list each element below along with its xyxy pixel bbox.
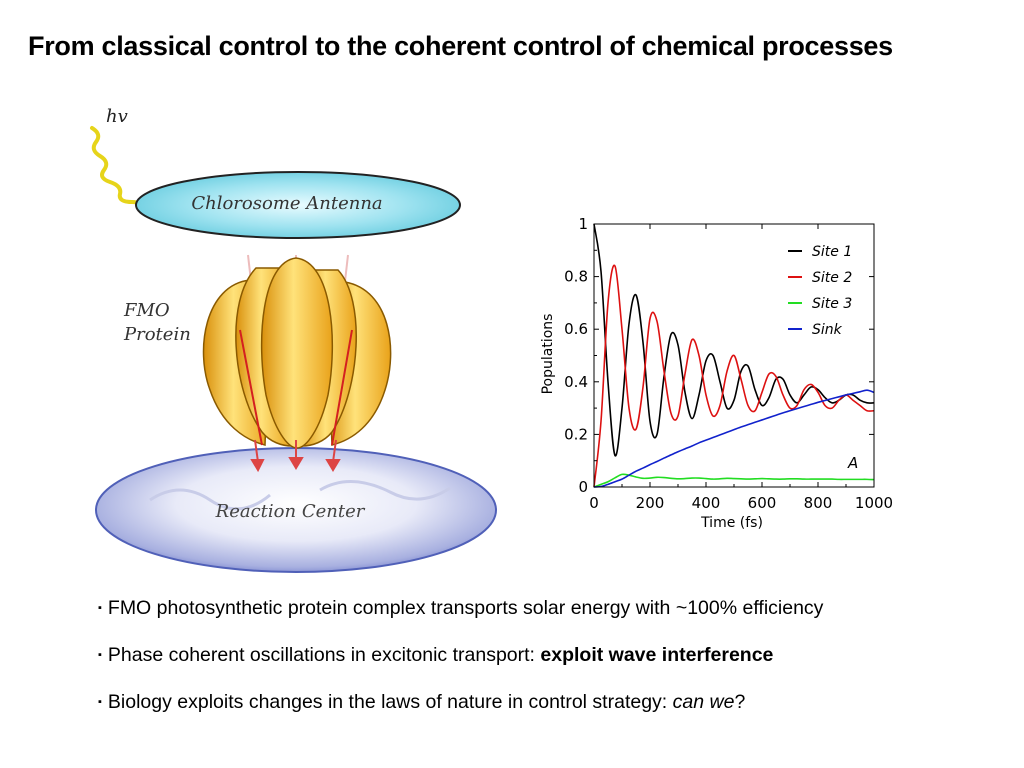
series-line-site-2: [593, 264, 875, 488]
fmo-protein-label-line1: FMO: [123, 300, 170, 321]
bullet-item: ▪ Biology exploits changes in the laws of…: [98, 690, 1008, 714]
fmo-protein-label-line2: Protein: [123, 324, 191, 345]
bullet-text: FMO photosynthetic protein complex trans…: [107, 597, 824, 619]
y-axis-label: Populations: [540, 314, 556, 395]
y-tick-label: 0.6: [564, 320, 588, 338]
y-tick-label: 0: [578, 478, 588, 496]
population-chart: 0 200 400 600 800 1000 0 0.2 0.4 0.6 0.8 1 Site 1 Si…: [540, 215, 893, 531]
series-line-site-1: [593, 223, 875, 457]
panel-annotation: A: [847, 454, 858, 472]
x-axis-label: Time (fs): [700, 515, 763, 531]
y-tick-label: 1: [578, 215, 588, 233]
bullet-tail-text: ?: [734, 691, 746, 713]
slide-title: From classical control to the coherent c…: [28, 31, 893, 61]
fmo-protein-shape: [202, 257, 392, 449]
reaction-center-label: Reaction Center: [215, 501, 366, 522]
bullet-marker-icon: ▪: [98, 696, 102, 708]
x-tick-label: 600: [748, 494, 777, 512]
series-line-site-3: [593, 473, 875, 488]
bullet-bold-text: exploit wave interference: [540, 644, 774, 666]
legend-label: Site 2: [812, 270, 852, 286]
bullet-item: ▪ Phase coherent oscillations in excitoni…: [98, 643, 1008, 667]
x-tick-label: 800: [804, 494, 833, 512]
x-tick-label: 0: [589, 494, 599, 512]
x-tick-label: 400: [692, 494, 721, 512]
bullet-item: ▪ FMO photosynthetic protein complex tran…: [98, 596, 1008, 620]
photon-wave-icon: [90, 126, 148, 212]
energy-arrows-bottom: [250, 439, 341, 473]
bullet-text: Biology exploits changes in the laws of …: [107, 691, 673, 713]
photon-label: hv: [106, 106, 128, 127]
x-tick-label: 1000: [855, 494, 893, 512]
fmo-illustration: hv Chlorosome Antenna Reaction Center FM…: [90, 106, 497, 573]
series-line-sink: [593, 389, 875, 488]
bullet-list: ▪ FMO photosynthetic protein complex tran…: [98, 596, 1008, 737]
legend-label: Sink: [812, 322, 843, 338]
legend-label: Site 3: [812, 296, 852, 312]
legend-label: Site 1: [812, 244, 852, 260]
antenna-label: Chlorosome Antenna: [191, 193, 382, 214]
x-tick-label: 200: [636, 494, 665, 512]
y-tick-label: 0.2: [564, 425, 588, 443]
y-tick-label: 0.4: [564, 373, 588, 391]
bullet-marker-icon: ▪: [98, 649, 102, 661]
antenna-ellipse: [135, 171, 461, 239]
bullet-marker-icon: ▪: [98, 602, 102, 614]
y-tick-label: 0.8: [564, 268, 588, 286]
bullet-text: Phase coherent oscillations in excitonic…: [107, 644, 541, 666]
bullet-italic-text: can we: [672, 691, 735, 713]
